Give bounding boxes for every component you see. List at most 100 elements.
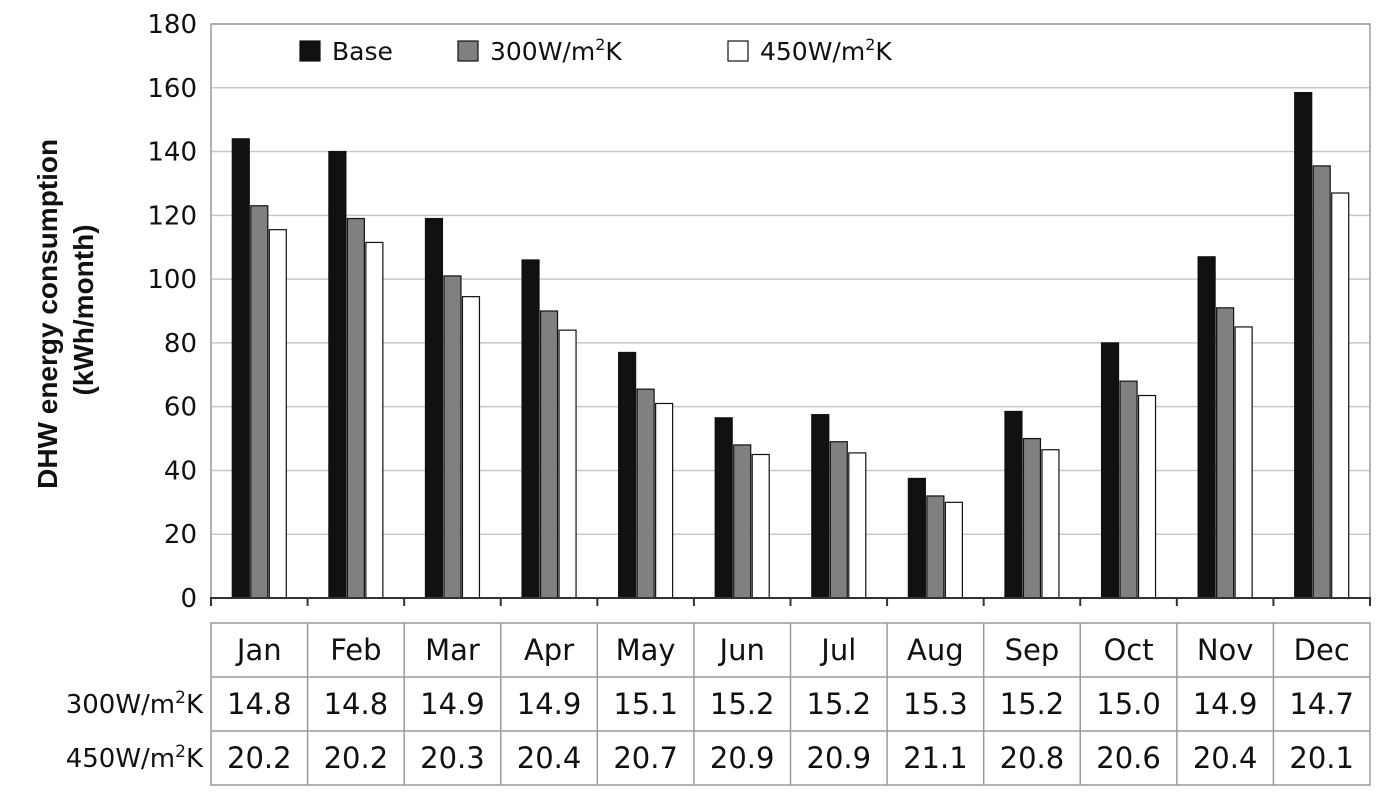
bars-layer: [231, 91, 1350, 599]
bar-300w-m2k-jul: [829, 441, 848, 599]
bar-450w-m2k-jul: [848, 452, 867, 599]
plot-area-border: [210, 23, 1371, 599]
bar-300w-m2k-mar: [443, 275, 462, 599]
table-cell: 15.0: [1096, 687, 1161, 721]
category-label: Aug: [907, 633, 964, 667]
y-axis-label-line-1: DHW energy consumption: [32, 139, 63, 489]
y-axis-label-line-2: (kWh/month): [68, 224, 99, 395]
bar-300w-m2k-nov: [1216, 307, 1235, 599]
table-cell: 14.9: [517, 687, 582, 721]
bar-base-nov: [1197, 256, 1216, 599]
bar-base-may: [618, 351, 637, 599]
bar-450w-m2k-feb: [365, 241, 384, 599]
table-cell: 20.9: [710, 741, 775, 775]
bar-450w-m2k-nov: [1234, 326, 1253, 599]
data-table: Jan Feb Mar Apr May Jun Jul Aug Sep Oct Nov Dec 300W…: [66, 622, 1371, 786]
bar-450w-m2k-may: [655, 402, 674, 599]
legend-label-sup: 2: [865, 35, 875, 54]
legend-swatch: [457, 40, 479, 62]
legend-label-main: 450W/m: [760, 37, 865, 66]
category-label: Sep: [1005, 633, 1060, 667]
table-cell: 15.3: [903, 687, 968, 721]
bar-base-jul: [811, 414, 830, 599]
table-cell: 15.2: [710, 687, 775, 721]
table-cell: 20.4: [517, 741, 582, 775]
bar-450w-m2k-mar: [461, 296, 481, 599]
bar-base-aug: [907, 477, 926, 599]
bar-base-jan: [231, 138, 250, 599]
bar-base-dec: [1294, 91, 1313, 599]
bar-450w-m2k-dec: [1331, 192, 1350, 599]
legend-swatch: [299, 40, 321, 62]
row-header-main: 300W/m: [66, 690, 175, 720]
grid-layer: [211, 23, 1370, 535]
y-tick-label: 140: [147, 138, 197, 168]
table-cell: 15.2: [807, 687, 872, 721]
table-cell: 20.7: [613, 741, 678, 775]
legend-label-sup: 2: [595, 35, 605, 54]
bar-450w-m2k-sep: [1041, 449, 1060, 599]
table-cell: 14.8: [324, 687, 389, 721]
y-tick-label: 40: [164, 456, 197, 486]
category-label: Feb: [330, 633, 381, 667]
table-row-header: 450W/m2K: [66, 742, 204, 774]
y-axis-label: DHW energy consumption (kWh/month): [32, 131, 99, 489]
axes-layer: 0 20 40 60 80 100 120 140 160 180: [147, 10, 1371, 614]
legend-label: 300W/m2K: [490, 35, 622, 66]
table-cell: 20.9: [807, 741, 872, 775]
bar-base-mar: [424, 217, 444, 599]
legend-label-main: 300W/m: [490, 37, 595, 66]
table-cell: 15.2: [1000, 687, 1065, 721]
legend-label-main: Base: [332, 37, 393, 66]
y-tick-label: 0: [180, 584, 197, 614]
table-cell: 14.9: [420, 687, 485, 721]
bar-450w-m2k-jan: [268, 229, 287, 599]
category-label: Mar: [425, 633, 480, 667]
table-cell: 15.1: [613, 687, 678, 721]
category-label: Oct: [1103, 633, 1153, 667]
category-label: Jan: [235, 633, 282, 667]
y-tick-label: 20: [164, 520, 197, 550]
bar-300w-m2k-sep: [1022, 437, 1042, 599]
table-row-header: 300W/m2K: [66, 688, 204, 720]
bar-300w-m2k-dec: [1312, 165, 1331, 599]
table-cell: 21.1: [903, 741, 968, 775]
table-cell: 20.3: [420, 741, 485, 775]
row-header-tail: K: [186, 744, 204, 774]
bar-300w-m2k-aug: [926, 495, 945, 599]
row-header-tail: K: [186, 690, 204, 720]
y-tick-label: 80: [164, 329, 197, 359]
table-cell: 20.2: [324, 741, 389, 775]
row-header-sup: 2: [175, 688, 186, 708]
y-tick-label: 60: [164, 393, 197, 423]
bar-450w-m2k-oct: [1137, 394, 1157, 599]
bar-450w-m2k-apr: [558, 329, 577, 599]
y-tick-label: 120: [147, 201, 197, 231]
bar-300w-m2k-jun: [733, 444, 752, 599]
legend-label: 450W/m2K: [760, 35, 892, 66]
bar-base-jun: [714, 417, 733, 599]
bar-300w-m2k-oct: [1119, 380, 1138, 599]
bar-300w-m2k-apr: [539, 310, 559, 599]
bar-450w-m2k-aug: [944, 501, 963, 599]
category-label: Jul: [819, 633, 856, 667]
table-cell: 20.2: [227, 741, 292, 775]
bar-300w-m2k-may: [636, 388, 655, 599]
legend-label-tail: K: [605, 37, 622, 66]
bar-base-feb: [328, 150, 347, 599]
table-cell: 20.8: [1000, 741, 1065, 775]
category-label: Nov: [1197, 633, 1254, 667]
y-tick-label: 180: [147, 10, 197, 40]
bar-300w-m2k-jan: [250, 205, 269, 599]
category-label: Apr: [524, 633, 574, 667]
bar-450w-m2k-jun: [751, 453, 770, 599]
legend-swatch: [727, 40, 749, 62]
y-tick-label: 160: [147, 74, 197, 104]
bar-300w-m2k-feb: [346, 217, 365, 599]
legend: Base 300W/m2K 450W/m2K: [299, 35, 892, 66]
row-header-sup: 2: [175, 742, 186, 762]
legend-label: Base: [332, 37, 393, 66]
bar-base-apr: [521, 259, 540, 599]
table-cell: 14.9: [1193, 687, 1258, 721]
